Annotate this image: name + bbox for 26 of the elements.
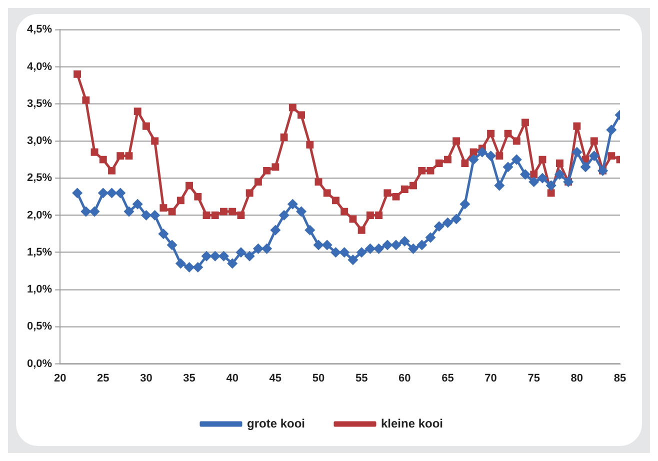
y-tick-label: 4,0% (26, 60, 52, 73)
y-tick-label: 1,5% (26, 246, 52, 258)
x-tick-label: 60 (398, 372, 411, 384)
y-tick-label: 1,0% (26, 284, 52, 296)
x-tick-label: 30 (140, 372, 152, 384)
x-tick-label: 50 (312, 372, 325, 384)
y-tick-label: 3,5% (26, 98, 52, 110)
y-tick-label: 0,5% (26, 320, 52, 333)
y-tick-label: 4,5% (26, 24, 52, 36)
x-tick-label: 85 (614, 372, 626, 384)
x-tick-label: 55 (355, 372, 368, 384)
x-tick-label: 80 (570, 372, 584, 384)
y-tick-label: 3,0% (26, 135, 52, 148)
y-tick-label: 0,0% (26, 358, 52, 370)
x-tick-label: 45 (269, 372, 282, 384)
y-tick-label: 2,5% (26, 172, 52, 184)
x-tick-label: 20 (54, 372, 66, 384)
x-tick-label: 40 (226, 372, 238, 384)
x-tick-label: 25 (97, 372, 110, 384)
x-tick-label: 70 (484, 372, 497, 384)
legend-label: kleine kooi (380, 416, 444, 430)
x-tick-label: 35 (183, 372, 196, 384)
x-tick-label: 75 (528, 372, 540, 384)
y-tick-label: 2,0% (26, 209, 52, 222)
legend-label: grote kooi (246, 416, 306, 430)
x-tick-label: 65 (442, 372, 454, 384)
